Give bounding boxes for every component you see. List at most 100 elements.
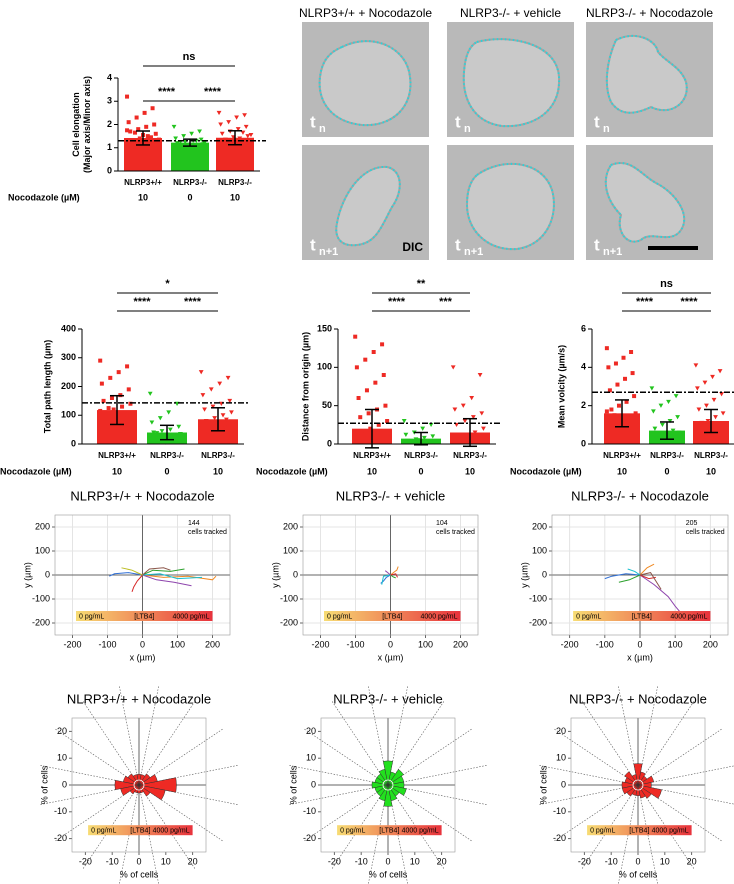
rose-sector: [633, 763, 643, 786]
x-tick-label: 20: [188, 856, 198, 866]
data-point: [371, 350, 376, 354]
significance-label: ****: [388, 296, 406, 308]
data-point: [676, 430, 682, 435]
colorbar-label: 0 pg/mL: [576, 613, 601, 620]
data-point: [101, 398, 106, 403]
data-point: [200, 393, 206, 398]
data-point: [469, 396, 475, 401]
data-point: [147, 391, 153, 396]
data-point: [173, 136, 179, 141]
data-point: [423, 441, 429, 446]
y-tick-label: 100: [283, 545, 298, 555]
rose-sector: [138, 773, 151, 786]
y-tick-label: 0: [311, 779, 316, 789]
data-point: [673, 394, 679, 399]
data-point: [198, 370, 204, 375]
data-point: [103, 410, 108, 415]
data-point: [179, 437, 185, 442]
y-axis-label: y (µm): [519, 562, 529, 588]
y-tick-label: -200: [280, 617, 298, 627]
colorbar-label: 0 pg/mL: [327, 613, 352, 620]
trajectory: [639, 574, 683, 615]
rose-sector: [129, 784, 140, 795]
data-point: [218, 122, 224, 127]
data-point: [707, 434, 712, 439]
data-point: [198, 137, 204, 142]
y-tick-label: 10: [306, 753, 316, 763]
plot-frame: [570, 717, 706, 853]
data-point: [166, 410, 172, 415]
data-point: [421, 435, 427, 441]
data-point: [221, 141, 227, 146]
data-point: [705, 419, 711, 424]
x-tick-label: 0: [385, 856, 390, 866]
treatment-label: Nocodazole (µM): [0, 466, 72, 476]
data-point: [197, 129, 202, 134]
data-point: [226, 120, 232, 125]
image-title: NLRP3+/+ + Nocodazole: [299, 6, 432, 20]
x-axis-label: % of cells: [619, 869, 658, 879]
data-point: [246, 143, 252, 148]
data-point: [678, 438, 684, 443]
y-axis-label: % of cells: [39, 765, 49, 804]
data-point: [128, 401, 133, 406]
data-point: [98, 358, 103, 363]
data-point: [189, 131, 194, 136]
time-label: t: [310, 112, 316, 131]
trajectory: [390, 573, 398, 578]
data-point: [629, 350, 634, 354]
x-tick-label: NLRP3+/+: [98, 451, 136, 460]
trajectory: [142, 568, 185, 576]
colorbar-label: 4000 pg/mL: [153, 828, 190, 835]
data-point: [667, 419, 673, 424]
data-point: [403, 432, 409, 437]
rose-sector: [637, 784, 662, 799]
x-tick-label: 0: [140, 639, 145, 649]
y-tick-label: 10: [57, 753, 67, 763]
y-tick-label: 20: [556, 726, 566, 736]
data-point: [238, 145, 244, 150]
data-point: [650, 409, 656, 414]
trajectory: [604, 573, 641, 580]
data-point: [115, 430, 119, 435]
data-point: [237, 136, 243, 141]
treatment-value: 10: [230, 192, 240, 202]
rose-sector: [626, 784, 639, 797]
data-point: [176, 424, 182, 429]
data-point: [242, 113, 247, 118]
significance-label: ***: [439, 296, 453, 308]
data-point: [699, 420, 705, 426]
data-point: [156, 137, 161, 142]
x-tick-label: -200: [311, 639, 329, 649]
data-point: [711, 397, 717, 403]
data-point: [136, 127, 141, 132]
colorbar: [324, 611, 461, 621]
data-point: [354, 365, 359, 370]
data-point: [148, 135, 153, 140]
data-point: [658, 403, 664, 408]
data-point: [154, 431, 160, 436]
data-point: [373, 380, 378, 385]
treatment-value: 10: [112, 466, 122, 476]
data-point: [116, 370, 121, 375]
data-point: [358, 415, 363, 420]
data-point: [368, 426, 373, 431]
rose-sector: [387, 769, 404, 786]
x-axis-label: x (µm): [130, 652, 156, 662]
time-subscript: n: [319, 123, 326, 135]
plot-frame: [320, 717, 456, 853]
data-point: [232, 433, 238, 438]
data-point: [245, 134, 251, 139]
y-tick-label: 0: [107, 165, 112, 175]
data-point: [624, 399, 629, 404]
data-point: [131, 142, 136, 147]
data-point: [152, 436, 158, 441]
plot-frame: [302, 514, 479, 636]
significance-label: ****: [204, 86, 222, 98]
data-point: [150, 106, 155, 111]
cell-outline: [462, 38, 561, 128]
data-point: [363, 357, 368, 362]
data-point: [666, 399, 671, 405]
